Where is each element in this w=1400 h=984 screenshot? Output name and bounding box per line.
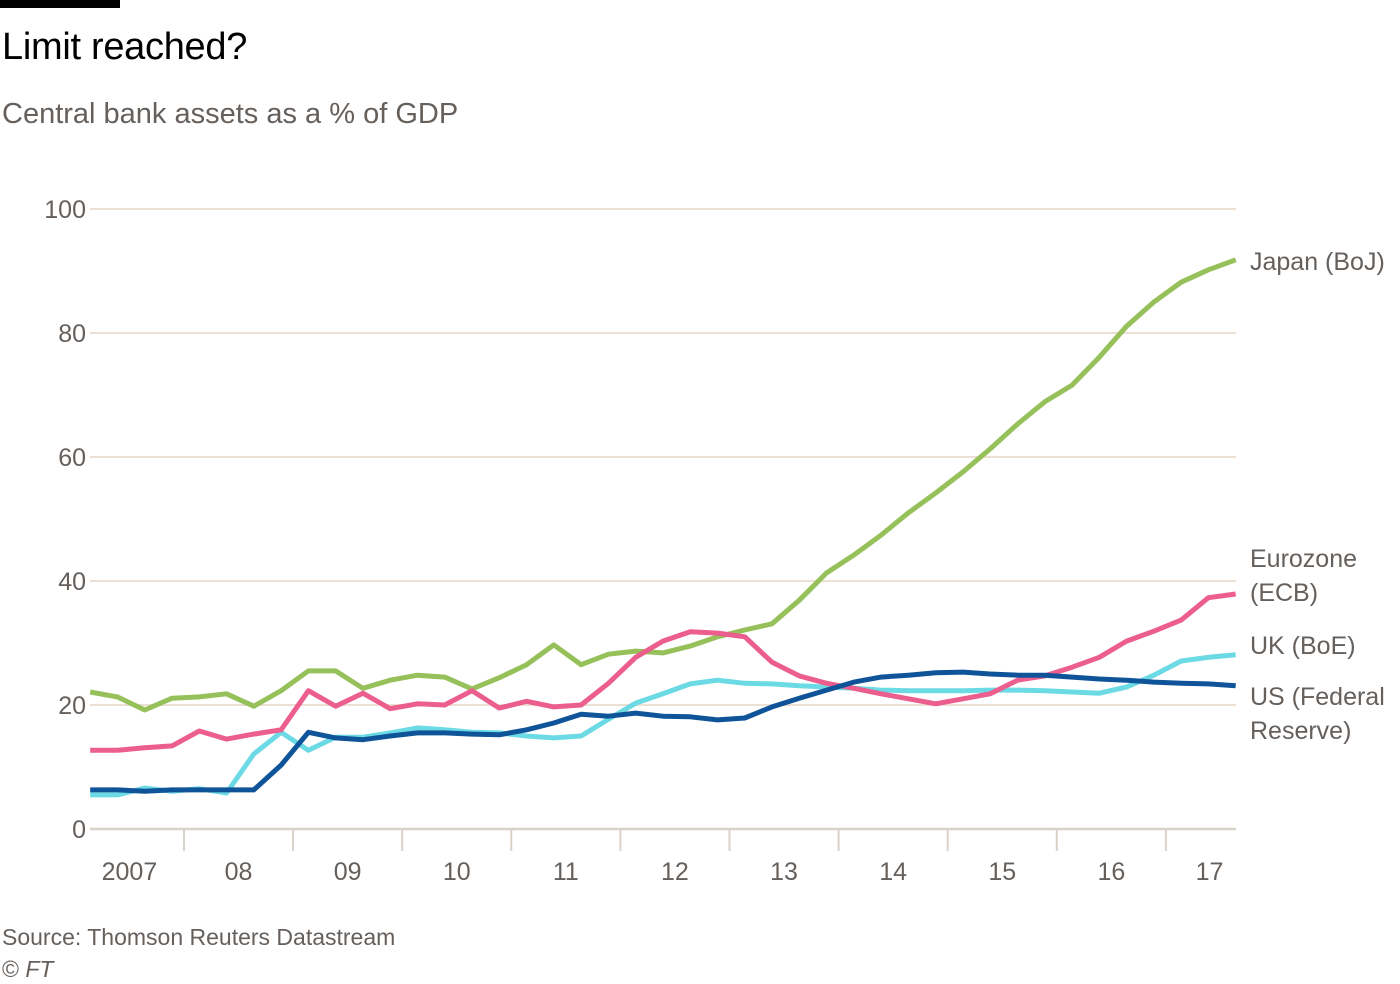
gridlines <box>90 208 1236 831</box>
series-labels: Japan (BoJ) Eurozone (ECB) UK (BoE) US (Fede… <box>1250 248 1385 745</box>
chart-subtitle: Central bank assets as a % of GDP <box>2 98 459 130</box>
source-note: Source: Thomson Reuters Datastream <box>2 924 396 950</box>
series-line-eurozone-ecb <box>90 591 1237 753</box>
x-tick-label: 2007 <box>102 858 158 886</box>
x-axis: 2007 08 09 10 11 12 13 14 15 16 17 <box>102 829 1224 886</box>
series-label: Japan (BoJ) <box>1250 248 1385 276</box>
copyright-symbol: © <box>2 956 19 982</box>
x-tick-label: 17 <box>1196 858 1224 886</box>
chart-title: Limit reached? <box>2 26 248 68</box>
copyright-owner: FT <box>25 956 54 982</box>
y-axis: 0 20 40 60 80 100 <box>44 196 86 844</box>
x-tick-label: 13 <box>770 858 798 886</box>
x-tick-label: 16 <box>1097 858 1125 886</box>
series-label: US (Federal <box>1250 683 1385 711</box>
x-tick-label: 14 <box>879 858 907 886</box>
x-tick-label: 09 <box>334 858 362 886</box>
series-line-japan-boj <box>89 257 1237 713</box>
y-tick-label: 0 <box>72 816 86 844</box>
y-tick-label: 80 <box>58 320 86 348</box>
series-label: (ECB) <box>1250 579 1318 607</box>
y-tick-label: 60 <box>58 444 86 472</box>
brand-bar <box>0 0 120 8</box>
series-label: Eurozone <box>1250 545 1357 573</box>
x-tick-label: 12 <box>661 858 689 886</box>
y-tick-label: 40 <box>58 568 86 596</box>
series-label: UK (BoE) <box>1250 632 1356 660</box>
y-tick-label: 100 <box>44 196 86 224</box>
x-tick-label: 11 <box>553 858 579 886</box>
x-tick-label: 10 <box>443 858 471 886</box>
series-label: Reserve) <box>1250 717 1351 745</box>
copyright-note: © FT <box>2 956 53 983</box>
series-line-us-federal-reserve <box>90 669 1236 794</box>
x-tick-label: 15 <box>988 858 1016 886</box>
y-tick-label: 20 <box>58 692 86 720</box>
series-lines <box>89 257 1237 798</box>
x-tick-label: 08 <box>225 858 253 886</box>
